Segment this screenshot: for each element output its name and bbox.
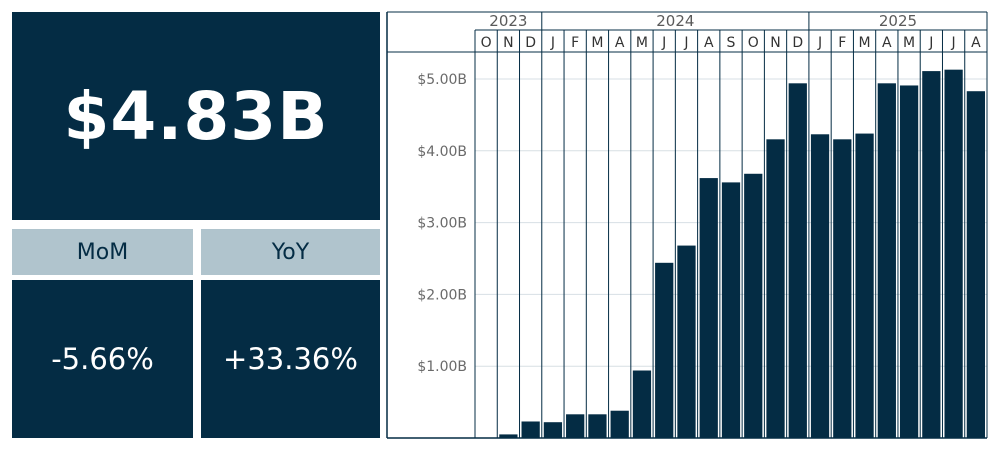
bar-9 <box>655 262 674 438</box>
month-label-20: M <box>903 35 915 51</box>
month-label-15: D <box>792 35 803 51</box>
bar-5 <box>566 414 585 438</box>
month-label-10: J <box>683 35 688 51</box>
month-label-6: M <box>591 35 603 51</box>
month-label-5: F <box>571 35 579 51</box>
month-label-8: M <box>636 35 648 51</box>
kpi-total-value: $4.83B <box>63 77 329 155</box>
yoy-card: +33.36% <box>201 280 380 438</box>
yoy-header: YoY <box>201 229 380 275</box>
month-label-2: N <box>503 35 513 51</box>
month-label-12: S <box>727 35 736 51</box>
bar-16 <box>810 134 830 438</box>
month-label-16: J <box>817 35 822 51</box>
bar-11 <box>699 178 718 439</box>
bar-14 <box>766 139 785 438</box>
bar-22 <box>944 69 963 438</box>
bar-13 <box>744 173 763 438</box>
bar-15 <box>788 83 807 439</box>
bar-6 <box>588 414 607 438</box>
mom-value: -5.66% <box>51 342 154 376</box>
month-label-19: A <box>882 35 892 51</box>
yoy-value: +33.36% <box>223 342 358 376</box>
bar-10 <box>677 245 696 438</box>
bar-20 <box>899 85 919 438</box>
bar-2 <box>499 434 518 438</box>
kpi-total-card: $4.83B <box>12 12 380 220</box>
month-label-3: D <box>525 35 536 51</box>
month-label-13: O <box>748 35 759 51</box>
month-label-14: N <box>770 35 780 51</box>
month-label-11: A <box>704 35 714 51</box>
y-tick-label-2: $2.00B <box>417 287 467 303</box>
year-label-2023: 2023 <box>489 12 527 30</box>
month-label-18: M <box>859 35 871 51</box>
y-tick-label-4: $4.00B <box>417 144 467 160</box>
month-label-9: J <box>661 35 666 51</box>
month-label-1: O <box>481 35 492 51</box>
y-tick-label-3: $3.00B <box>417 216 467 232</box>
month-label-22: J <box>951 35 956 51</box>
year-label-2024: 2024 <box>656 12 694 30</box>
month-label-7: A <box>615 35 625 51</box>
month-label-4: J <box>550 35 555 51</box>
bar-17 <box>833 139 852 438</box>
y-tick-label-5: $5.00B <box>417 72 467 88</box>
bar-7 <box>610 410 629 438</box>
month-label-17: F <box>838 35 846 51</box>
bar-18 <box>855 133 874 438</box>
bar-19 <box>877 83 896 439</box>
bar-8 <box>632 370 652 438</box>
mom-card: -5.66% <box>12 280 193 438</box>
mom-header: MoM <box>12 229 193 275</box>
bar-23 <box>966 91 985 439</box>
y-tick-label-1: $1.00B <box>417 359 467 375</box>
month-label-23: A <box>971 35 981 51</box>
month-label-21: J <box>928 35 933 51</box>
year-label-2025: 2025 <box>879 12 917 30</box>
bar-3 <box>521 421 540 438</box>
bar-12 <box>721 182 741 438</box>
bar-4 <box>543 422 563 438</box>
bar-21 <box>922 71 941 439</box>
